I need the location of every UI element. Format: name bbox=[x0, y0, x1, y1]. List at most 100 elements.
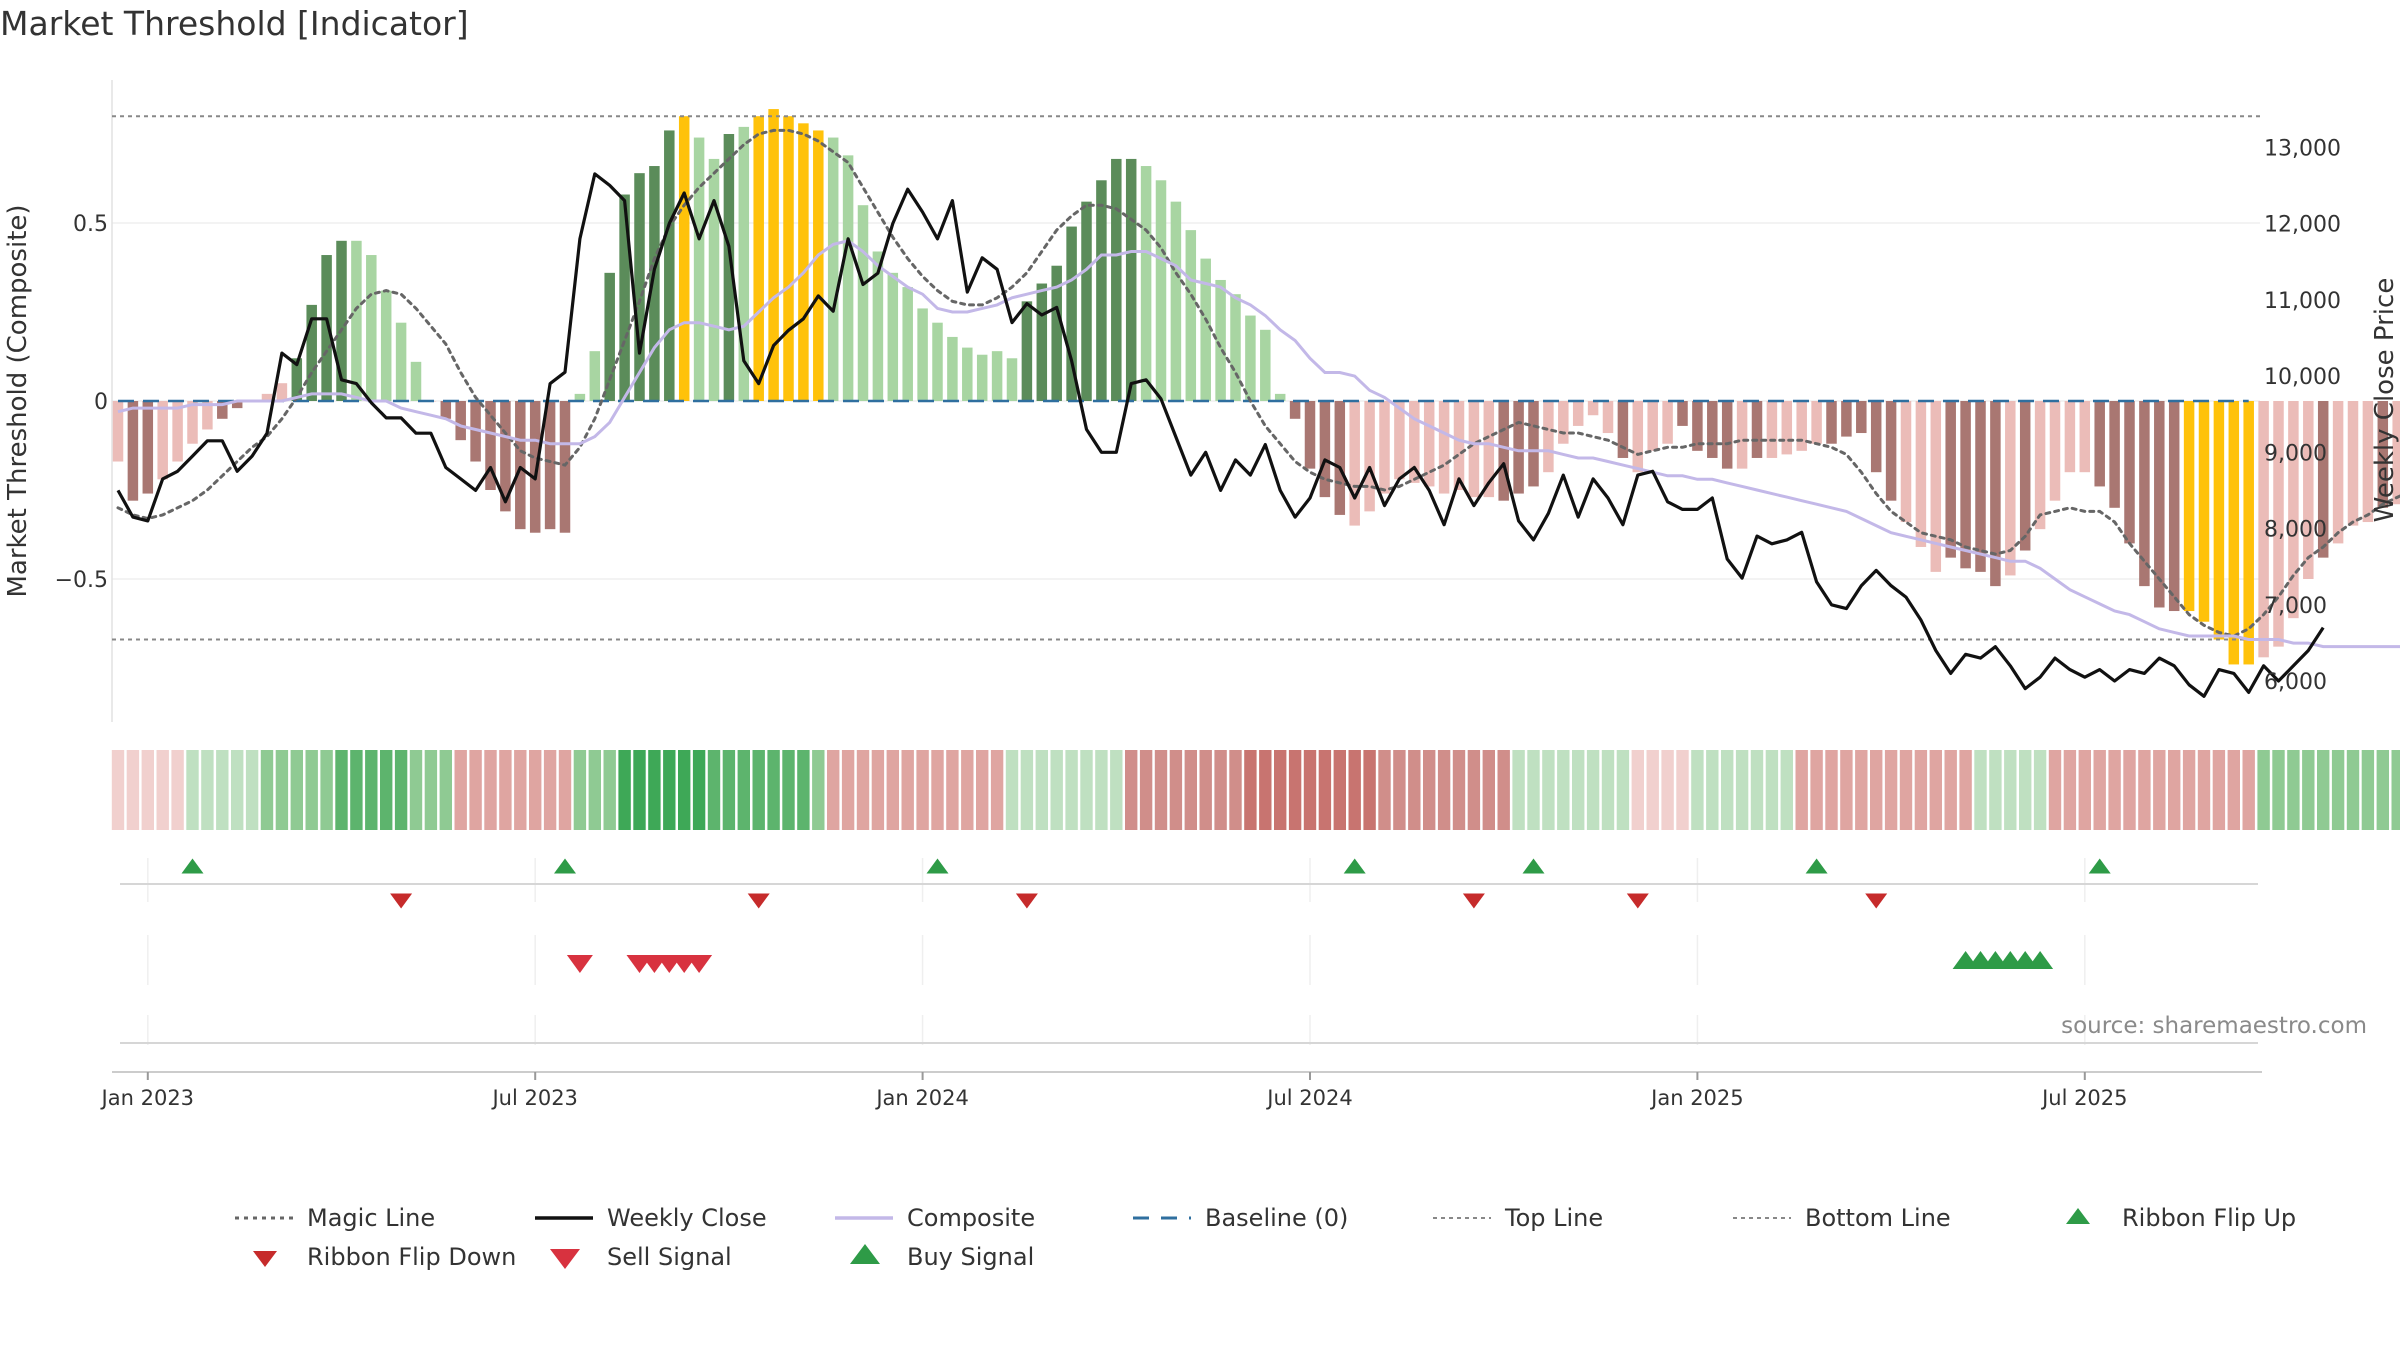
composite-bar bbox=[1662, 401, 1673, 444]
y-left-axis-label: Market Threshold (Composite) bbox=[3, 204, 33, 597]
ribbon-cell bbox=[1333, 750, 1346, 830]
composite-bar bbox=[1453, 401, 1465, 490]
composite-bar bbox=[1260, 329, 1271, 401]
composite-bar bbox=[2139, 401, 2150, 587]
composite-bar bbox=[2362, 401, 2374, 523]
composite-bar bbox=[1587, 401, 1599, 416]
ribbon-cell bbox=[454, 750, 467, 830]
ribbon-strip bbox=[111, 750, 2400, 830]
ribbon-cell bbox=[1899, 750, 1913, 830]
composite-bar bbox=[723, 134, 735, 401]
ribbon-cell bbox=[2093, 750, 2106, 830]
y-left-tick-label: 0 bbox=[94, 390, 108, 415]
ribbon-flip-down-marker bbox=[1865, 893, 1888, 909]
ribbon-cell bbox=[2346, 750, 2360, 830]
composite-bar bbox=[2213, 401, 2225, 640]
composite-bar bbox=[500, 401, 511, 512]
composite-bar bbox=[887, 272, 899, 401]
ribbon-cell bbox=[1095, 750, 1108, 830]
composite-bar bbox=[2377, 401, 2389, 508]
ribbon-cell bbox=[126, 750, 140, 830]
ribbon-cell bbox=[2048, 750, 2062, 830]
composite-bar bbox=[2273, 401, 2284, 647]
ribbon-cell bbox=[1840, 750, 1853, 830]
ribbon-flip-down-marker bbox=[747, 893, 770, 909]
ribbon-cell bbox=[827, 750, 840, 830]
composite-bar bbox=[634, 173, 645, 401]
ribbon-flip-down-marker bbox=[390, 893, 413, 909]
composite-bar bbox=[947, 336, 958, 401]
composite-bar bbox=[678, 116, 690, 401]
composite-bar bbox=[991, 351, 1003, 401]
composite-bar bbox=[872, 251, 884, 401]
legend-item: Bottom Line bbox=[1733, 1204, 1951, 1232]
ribbon-cell bbox=[1572, 750, 1585, 830]
composite-bar bbox=[366, 255, 377, 401]
composite-bar bbox=[1468, 401, 1480, 498]
composite-bar bbox=[902, 287, 913, 401]
ribbon-cell bbox=[707, 750, 721, 830]
composite-bar bbox=[1394, 401, 1405, 480]
composite-bar bbox=[1096, 180, 1107, 401]
composite-bar bbox=[1021, 301, 1033, 401]
legend-label: Ribbon Flip Up bbox=[2122, 1204, 2296, 1232]
ribbon-cell bbox=[201, 750, 214, 830]
ribbon-cell bbox=[1527, 750, 1540, 830]
ribbon-cell bbox=[633, 750, 646, 830]
ribbon-cell bbox=[2242, 750, 2255, 830]
composite-bar bbox=[1885, 401, 1897, 501]
composite-bar bbox=[2228, 401, 2240, 665]
composite-bar bbox=[2094, 401, 2105, 487]
composite-bar bbox=[1766, 401, 1778, 458]
ribbon-cell bbox=[424, 750, 438, 830]
ribbon-cell bbox=[1914, 750, 1928, 830]
ribbon-cell bbox=[558, 750, 572, 830]
composite-bar bbox=[1066, 226, 1077, 401]
legend-label: Sell Signal bbox=[607, 1243, 732, 1271]
chart-title: Market Threshold [Indicator] bbox=[0, 4, 469, 43]
composite-bar bbox=[470, 401, 481, 462]
composite-bar bbox=[2064, 401, 2076, 473]
x-axis: Jan 2023 Jul 2023 Jan 2024 Jul 2024 Jan 2025… bbox=[100, 1071, 2262, 1110]
composite-bar bbox=[619, 194, 630, 401]
ribbon-cell bbox=[1423, 750, 1436, 830]
ribbon-cell bbox=[1810, 750, 1823, 830]
ribbon-cell bbox=[1944, 750, 1957, 830]
composite-bar bbox=[1707, 401, 1718, 458]
ribbon-cell bbox=[2168, 750, 2181, 830]
composite-bar bbox=[1632, 401, 1644, 473]
ribbon-cell bbox=[1870, 750, 1883, 830]
composite-bar bbox=[1945, 401, 1956, 558]
composite-bar bbox=[2288, 401, 2299, 619]
legend-item: Baseline (0) bbox=[1133, 1204, 1348, 1232]
ribbon-cell bbox=[618, 750, 631, 830]
legend-label: Bottom Line bbox=[1805, 1204, 1951, 1232]
composite-bar bbox=[276, 383, 288, 401]
ribbon-cell bbox=[737, 750, 750, 830]
composite-bar bbox=[544, 401, 556, 530]
ribbon-cell bbox=[2227, 750, 2240, 830]
ribbon-cell bbox=[931, 750, 944, 830]
composite-bar bbox=[1334, 401, 1346, 515]
composite-bar bbox=[291, 358, 303, 401]
ribbon-cell bbox=[1855, 750, 1868, 830]
main-plot-area: 0.5 0 −0.5 Market Threshold (Composite) 13,0… bbox=[3, 80, 2400, 722]
ribbon-cell bbox=[1467, 750, 1481, 830]
ribbon-cell bbox=[231, 750, 244, 830]
ribbon-cell bbox=[111, 750, 125, 830]
ribbon-cell bbox=[1989, 750, 2002, 830]
composite-bar bbox=[1870, 401, 1882, 473]
ribbon-cell bbox=[1765, 750, 1779, 830]
composite-bar bbox=[1721, 401, 1733, 469]
ribbon-cell bbox=[901, 750, 914, 830]
ribbon-flip-up-marker bbox=[181, 858, 204, 874]
ribbon-flip-up-marker bbox=[1522, 858, 1545, 874]
ribbon-flip-panel bbox=[120, 858, 2258, 909]
composite-bar bbox=[857, 205, 869, 401]
composite-bar bbox=[1602, 401, 1614, 434]
ribbon-flip-up-marker bbox=[554, 858, 576, 874]
ribbon-cell bbox=[1184, 750, 1197, 830]
ribbon-cell bbox=[2197, 750, 2211, 830]
composite-bar bbox=[2303, 401, 2314, 579]
